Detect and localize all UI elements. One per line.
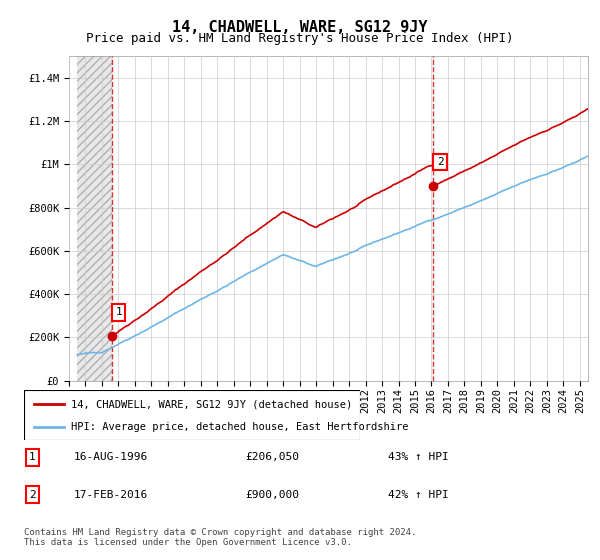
Text: HPI: Average price, detached house, East Hertfordshire: HPI: Average price, detached house, East… bbox=[71, 422, 409, 432]
Text: 16-AUG-1996: 16-AUG-1996 bbox=[74, 452, 148, 462]
Text: £206,050: £206,050 bbox=[245, 452, 299, 462]
Text: 2: 2 bbox=[437, 157, 443, 167]
Text: 2: 2 bbox=[29, 490, 35, 500]
Text: Contains HM Land Registry data © Crown copyright and database right 2024.
This d: Contains HM Land Registry data © Crown c… bbox=[24, 528, 416, 547]
FancyBboxPatch shape bbox=[24, 390, 360, 440]
Text: 42% ↑ HPI: 42% ↑ HPI bbox=[388, 490, 449, 500]
Text: £900,000: £900,000 bbox=[245, 490, 299, 500]
Text: Price paid vs. HM Land Registry's House Price Index (HPI): Price paid vs. HM Land Registry's House … bbox=[86, 32, 514, 45]
Text: 43% ↑ HPI: 43% ↑ HPI bbox=[388, 452, 449, 462]
Text: 1: 1 bbox=[29, 452, 35, 462]
Text: 14, CHADWELL, WARE, SG12 9JY: 14, CHADWELL, WARE, SG12 9JY bbox=[172, 20, 428, 35]
Text: 1: 1 bbox=[115, 307, 122, 318]
Text: 14, CHADWELL, WARE, SG12 9JY (detached house): 14, CHADWELL, WARE, SG12 9JY (detached h… bbox=[71, 399, 352, 409]
Text: 17-FEB-2016: 17-FEB-2016 bbox=[74, 490, 148, 500]
Bar bbox=[77, 56, 112, 381]
